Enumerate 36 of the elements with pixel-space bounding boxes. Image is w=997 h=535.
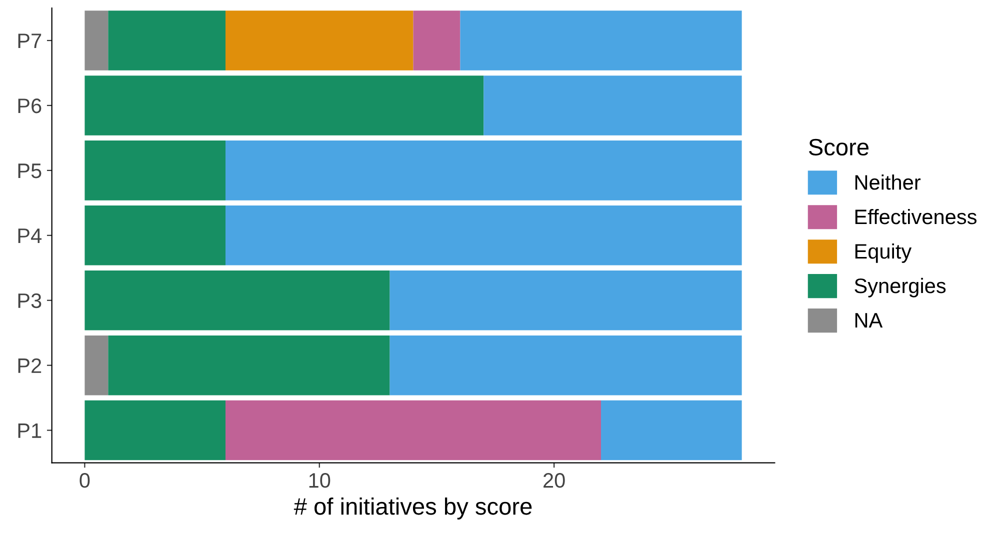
y-tick-label: P2 bbox=[18, 358, 42, 373]
bar bbox=[84, 335, 108, 396]
legend-label: Neither bbox=[855, 174, 921, 190]
legend-title: Score bbox=[808, 138, 869, 156]
bar bbox=[226, 140, 742, 200]
bar bbox=[84, 270, 390, 330]
bar bbox=[601, 400, 742, 460]
legend-label: Synergies bbox=[854, 278, 946, 298]
x-tick-label: 10 bbox=[309, 473, 330, 488]
bar bbox=[84, 400, 226, 460]
y-tick-label: P4 bbox=[18, 228, 42, 243]
x-tick-label: 20 bbox=[544, 473, 565, 488]
bar bbox=[84, 206, 226, 266]
bar bbox=[84, 140, 226, 200]
legend-label: NA bbox=[855, 313, 883, 328]
y-tick-label: P5 bbox=[18, 164, 42, 178]
bar bbox=[390, 270, 742, 330]
bar bbox=[390, 335, 742, 396]
bar bbox=[108, 335, 390, 396]
y-tick-label: P7 bbox=[18, 34, 42, 48]
x-tick-label: 0 bbox=[80, 473, 90, 488]
x-axis-title: # of initiatives by score bbox=[294, 497, 532, 520]
bar bbox=[84, 76, 484, 136]
bar bbox=[484, 76, 742, 136]
bar bbox=[413, 10, 460, 70]
bar bbox=[108, 10, 226, 70]
legend-label: Equity bbox=[855, 243, 912, 263]
y-tick-label: P6 bbox=[18, 98, 42, 114]
bar bbox=[226, 400, 602, 460]
y-tick-label: P1 bbox=[18, 424, 42, 438]
bar bbox=[460, 10, 742, 70]
bar bbox=[84, 10, 108, 70]
legend-label: Effectiveness bbox=[855, 208, 976, 224]
y-tick-label: P3 bbox=[18, 293, 42, 308]
bar bbox=[226, 10, 414, 70]
bar bbox=[226, 206, 742, 266]
